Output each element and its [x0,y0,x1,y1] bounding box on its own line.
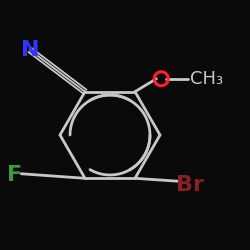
Text: Br: Br [176,175,204,195]
Text: F: F [8,165,22,185]
Text: CH₃: CH₃ [190,70,223,88]
Text: N: N [21,40,39,60]
